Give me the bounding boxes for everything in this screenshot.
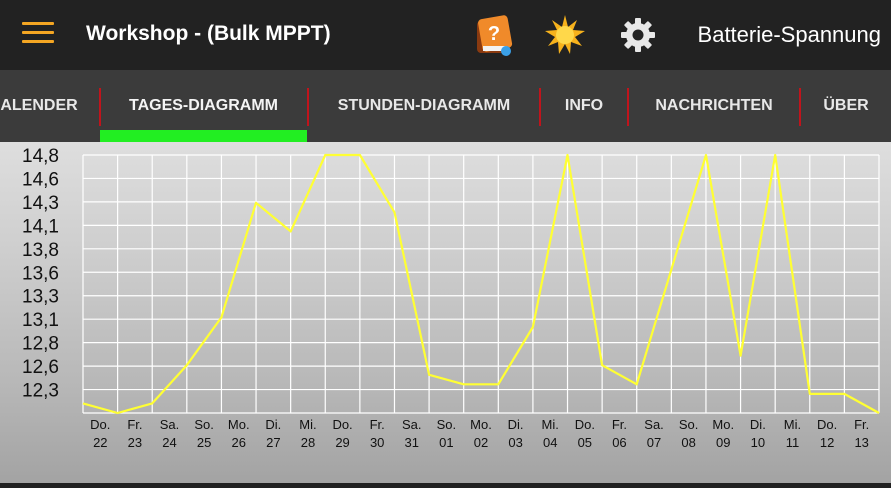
x-tick-day-label: Mi. [542,417,559,432]
app-title: Workshop - (Bulk MPPT) [86,22,331,45]
x-tick-date-label: 30 [370,435,384,450]
y-tick-label: 12,8 [22,334,59,355]
sun-icon[interactable] [544,14,586,56]
tab-separator [799,88,801,126]
x-tick-date-label: 23 [128,435,142,450]
x-tick-day-label: So. [437,417,457,432]
y-tick-label: 14,1 [22,216,59,237]
y-tick-label: 14,8 [22,146,59,167]
x-tick-day-label: Fr. [127,417,142,432]
x-tick-day-label: Mo. [470,417,492,432]
tab-separator [627,88,629,126]
x-tick-day-label: Fr. [854,417,869,432]
help-book-icon[interactable]: ? [472,13,514,57]
x-tick-date-label: 31 [405,435,419,450]
y-tick-label: 13,1 [22,310,59,331]
y-tick-label: 13,8 [22,240,59,261]
x-axis-ticks: Do. 22 Fr. 23 Sa. 24 So. 25 Mo. 26 Di. 27 Mi. 28 Do. 29… [90,417,869,450]
tab-kalender[interactable]: ALENDER [0,97,78,114]
chart-area: 12,3 12,6 12,8 13,1 13,3 13,6 13,8 14,1 14,3 14,6… [0,142,891,483]
x-tick-day-label: Di. [508,417,524,432]
x-tick-day-label: So. [679,417,699,432]
x-tick-date-label: 03 [508,435,522,450]
value-selector[interactable]: Batterie-Spannung [697,22,881,47]
x-tick-day-label: Mo. [712,417,734,432]
x-tick-date-label: 06 [612,435,626,450]
x-tick-day-label: Mi. [299,417,316,432]
x-tick-date-label: 02 [474,435,488,450]
x-tick-day-label: Mi. [784,417,801,432]
x-tick-day-label: Fr. [370,417,385,432]
x-tick-date-label: 08 [681,435,695,450]
x-tick-date-label: 22 [93,435,107,450]
y-tick-label: 14,3 [22,193,59,214]
tab-ueber[interactable]: ÜBER [823,97,869,114]
x-tick-date-label: 04 [543,435,557,450]
svg-text:?: ? [488,23,500,45]
x-tick-date-label: 13 [854,435,868,450]
y-tick-label: 14,6 [22,169,59,190]
x-tick-day-label: Fr. [612,417,627,432]
gear-icon[interactable] [620,17,656,53]
tab-nachrichten[interactable]: NACHRICHTEN [655,97,773,114]
y-tick-label: 12,6 [22,357,59,378]
x-tick-date-label: 07 [647,435,661,450]
tab-separator [307,88,309,126]
y-tick-label: 13,6 [22,263,59,284]
x-tick-date-label: 27 [266,435,280,450]
x-tick-date-label: 12 [820,435,834,450]
x-tick-day-label: Do. [575,417,595,432]
app-bar: Workshop - (Bulk MPPT) ? Batterie-Spannu… [0,0,891,70]
x-tick-date-label: 29 [335,435,349,450]
y-tick-label: 13,3 [22,287,59,308]
x-tick-day-label: Do. [332,417,352,432]
y-axis-ticks: 12,3 12,612,8 13,113,3 13,613,8 14,114,3 14,6… [22,146,59,402]
x-tick-date-label: 26 [232,435,246,450]
tab-tages-diagramm[interactable]: TAGES-DIAGRAMM [128,97,279,114]
x-tick-day-label: Do. [817,417,837,432]
x-tick-date-label: 25 [197,435,211,450]
x-tick-day-label: Sa. [160,417,180,432]
voltage-series-line [82,153,880,415]
x-tick-date-label: 01 [439,435,453,450]
x-tick-day-label: Sa. [644,417,664,432]
tab-separator [99,88,101,126]
x-tick-day-label: Mo. [228,417,250,432]
voltage-line-chart: 12,3 12,612,8 13,113,3 13,613,8 14,114,3 14,6… [22,146,880,450]
x-tick-date-label: 24 [162,435,176,450]
x-tick-date-label: 11 [786,435,800,450]
tab-info[interactable]: INFO [564,97,604,114]
tab-stunden-diagramm[interactable]: STUNDEN-DIAGRAMM [337,97,511,114]
chart-grid [82,154,880,414]
x-tick-date-label: 05 [578,435,592,450]
x-tick-day-label: Di. [265,417,281,432]
y-tick-label: 12,3 [22,381,59,402]
x-tick-date-label: 10 [751,435,765,450]
x-tick-day-label: Sa. [402,417,422,432]
x-tick-day-label: So. [194,417,214,432]
tab-separator [539,88,541,126]
menu-icon[interactable] [22,22,54,46]
x-tick-date-label: 09 [716,435,730,450]
x-tick-date-label: 28 [301,435,315,450]
x-tick-day-label: Di. [750,417,766,432]
selected-tab-indicator [100,130,307,142]
x-tick-day-label: Do. [90,417,110,432]
